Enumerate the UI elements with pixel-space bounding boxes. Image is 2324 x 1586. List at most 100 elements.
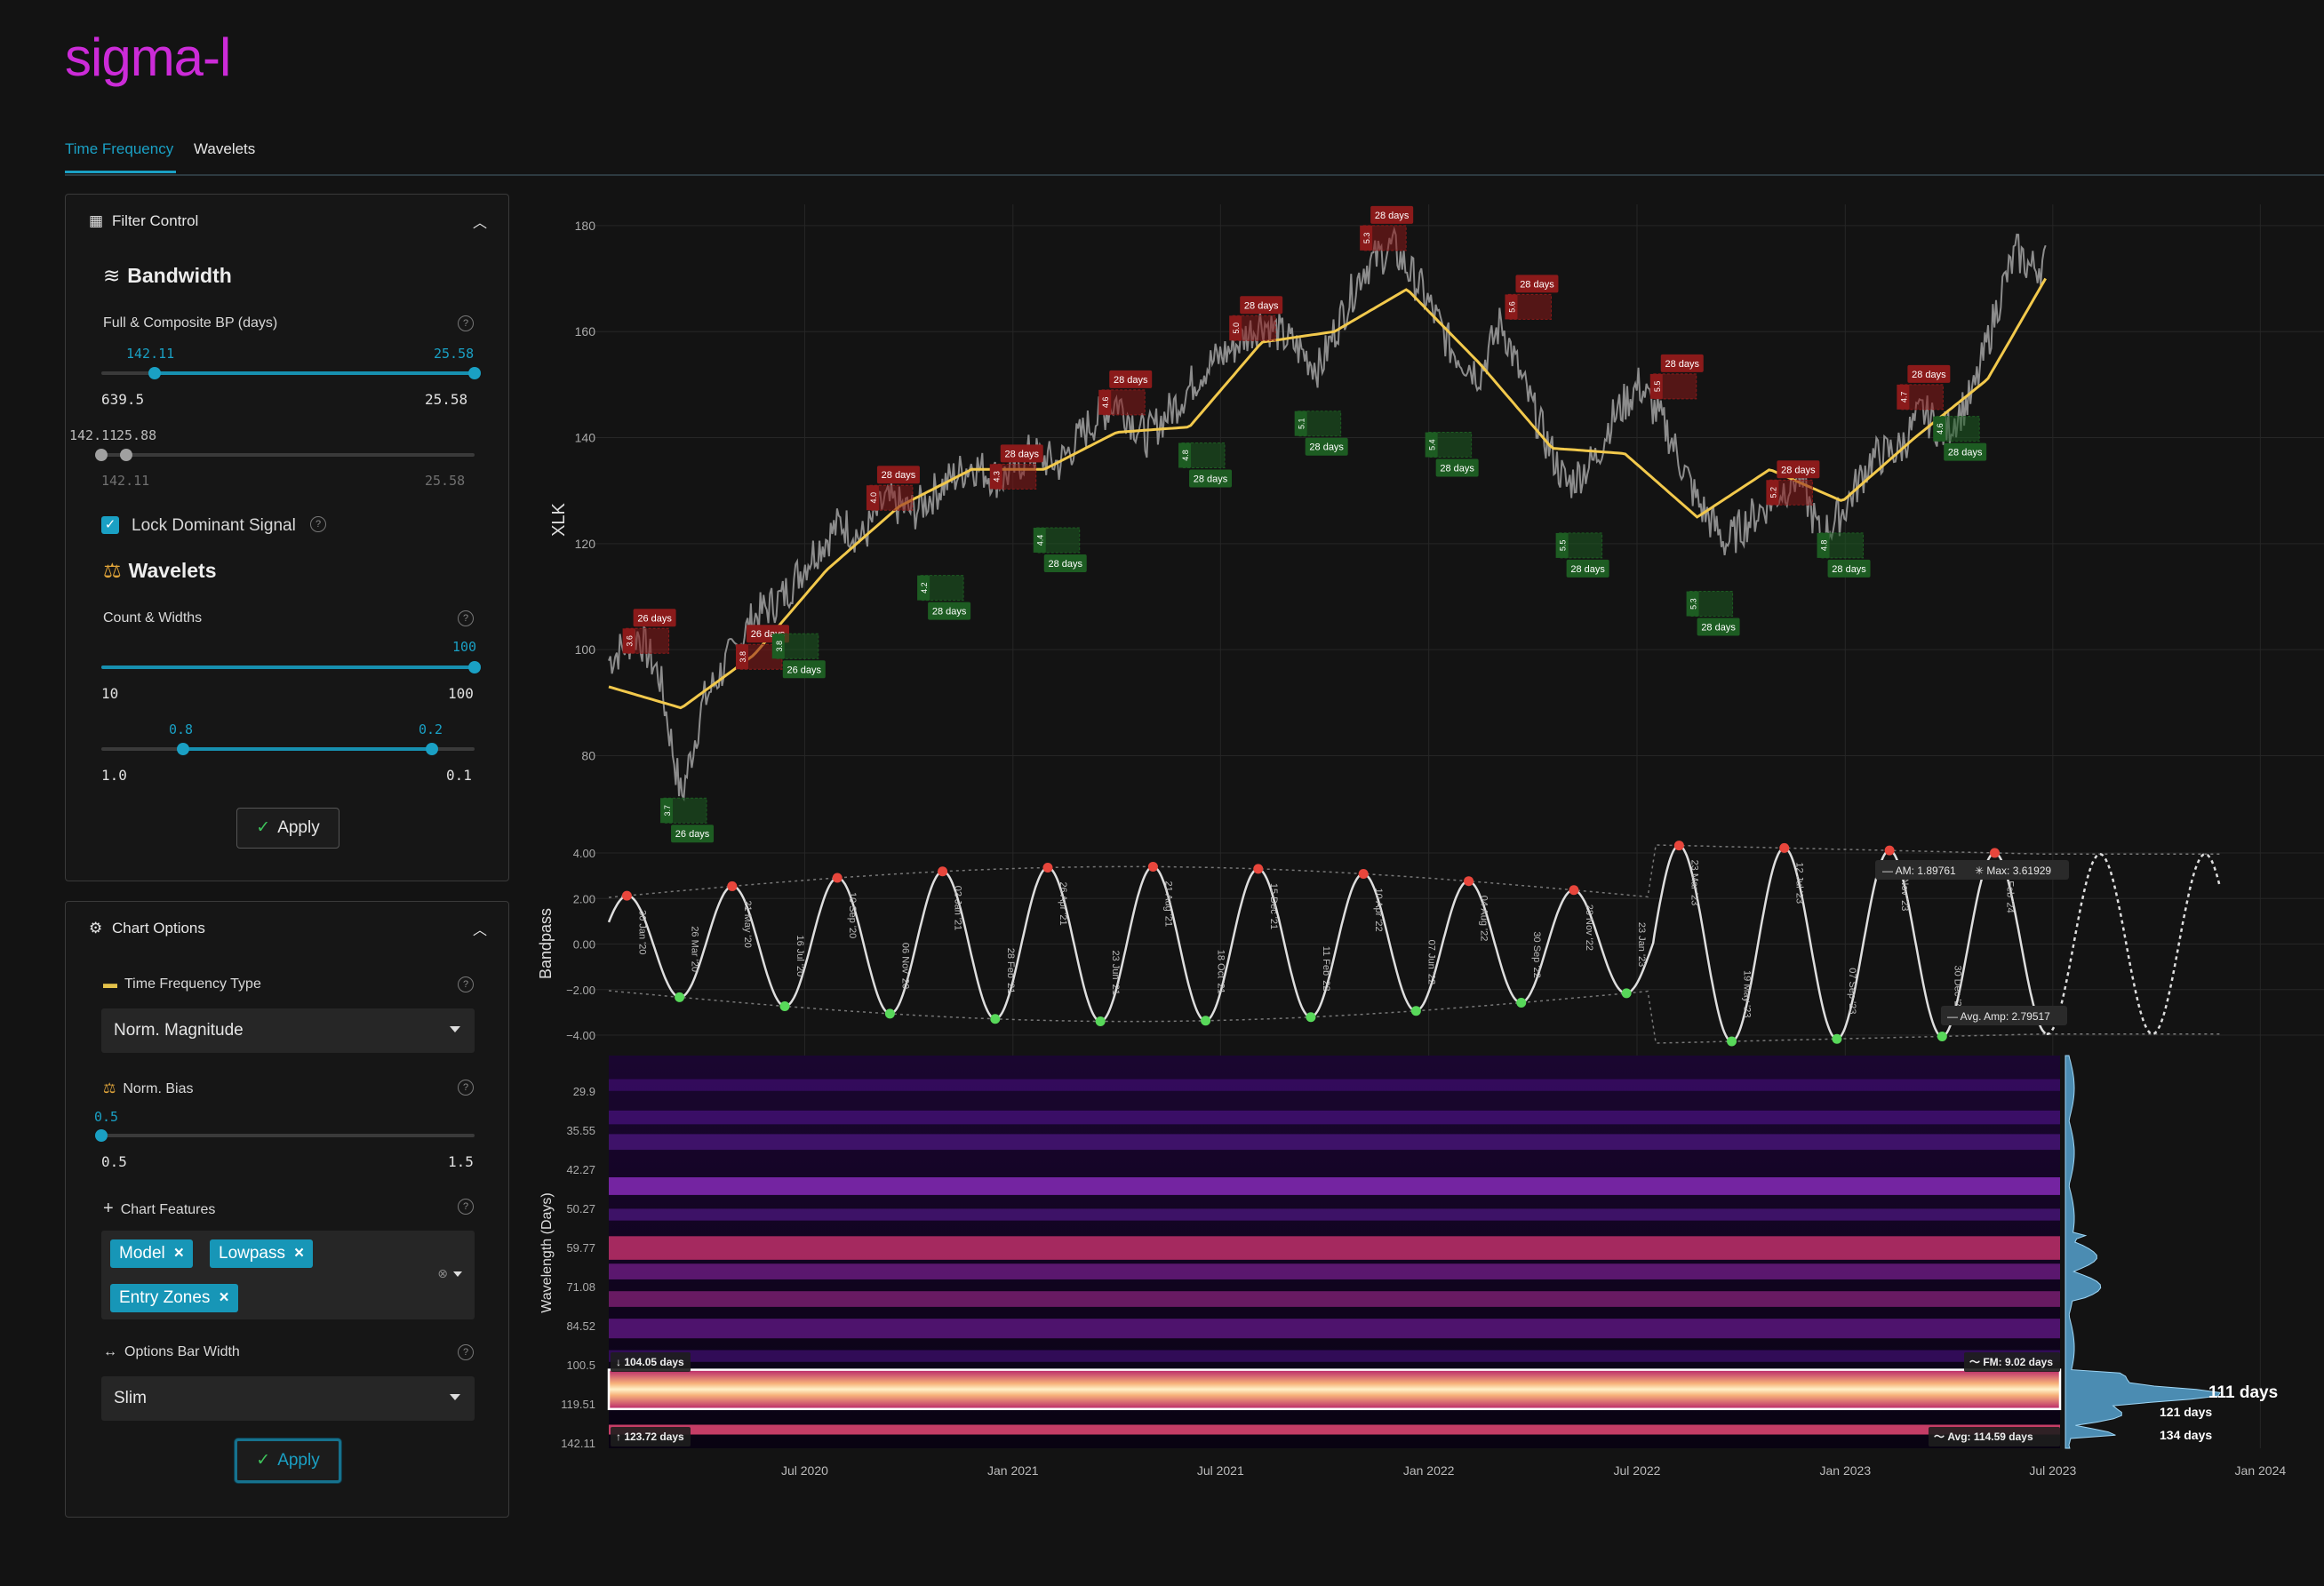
zone-number: 5.1 [1298, 418, 1306, 429]
heatmap-band [609, 1110, 2060, 1125]
caret-down-icon [450, 1026, 460, 1032]
help-icon[interactable]: ? [458, 976, 474, 992]
zone-marker [735, 644, 748, 670]
avg-label: 〜 Avg: 114.59 days [1929, 1427, 2060, 1447]
amplitude-envelope-lower [608, 990, 2220, 1044]
zone-number: 4.4 [1036, 535, 1045, 546]
bandwidth-min: 639.5 [101, 391, 145, 408]
composite-slider-track[interactable] [101, 453, 475, 457]
composite-high-handle[interactable] [120, 449, 132, 461]
heatmap-band [609, 1208, 2060, 1221]
help-icon[interactable]: ? [458, 1080, 474, 1096]
composite-low-handle[interactable] [95, 449, 108, 461]
apply-button[interactable]: ✓ Apply [235, 1439, 341, 1483]
zone-marker [1425, 432, 1438, 458]
zone-number: 4.6 [1936, 423, 1945, 434]
bandwidth-low-handle[interactable] [148, 367, 161, 379]
zone-number: 3.6 [626, 635, 635, 647]
chart-features-multiselect[interactable]: Model × Lowpass × Entry Zones × ⊗ [101, 1231, 475, 1319]
zone-number: 4.3 [993, 471, 1002, 482]
help-icon[interactable]: ? [310, 516, 326, 532]
help-icon[interactable]: ? [458, 610, 474, 626]
y-tick-label: 100.5 [566, 1359, 595, 1372]
fm-label: 〜 FM: 9.02 days [1964, 1352, 2060, 1372]
red-entry-zone: 4.6 28 days [1098, 370, 1153, 416]
heatmap-band [609, 1236, 2060, 1260]
collapse-chevron-icon[interactable]: ︿ [472, 216, 487, 231]
chart-area[interactable]: 80 100 120 140 160 180 XLK 3.6 26 days 3.8 26 days… [533, 187, 2324, 1484]
cycle-date-label: 15 Dec '21 [1268, 883, 1279, 929]
zone-label-bg [1697, 618, 1740, 636]
feature-tag-model[interactable]: Model × [110, 1239, 193, 1268]
y-axis-label: Wavelength (Days) [539, 1192, 555, 1312]
grid-icon: ▦ [89, 212, 104, 229]
x-tick-label: Jan 2021 [987, 1463, 1039, 1478]
bandwidth-title: Bandwidth [127, 264, 232, 287]
y-tick-label: 29.9 [573, 1085, 595, 1098]
zone-marker [989, 464, 1002, 490]
apply-button[interactable]: ✓ Apply [236, 808, 339, 849]
zone-marker [1933, 416, 1946, 442]
norm-bias-handle[interactable] [95, 1129, 108, 1142]
tab-wavelets[interactable]: Wavelets [194, 140, 256, 157]
lock-dominant-checkbox[interactable]: ✓ [101, 516, 119, 534]
count-value: 100 [452, 639, 477, 655]
tab-time-frequency[interactable]: Time Frequency [65, 140, 174, 157]
zone-label-bg [876, 466, 920, 484]
band-upper-label: ↓ 104.05 days [611, 1352, 691, 1372]
zone-label-bg [1777, 460, 1820, 479]
zone-label-bg [1515, 275, 1559, 293]
close-icon[interactable]: × [173, 1244, 184, 1263]
help-icon[interactable]: ? [458, 315, 474, 331]
widths-low-handle[interactable] [177, 743, 189, 755]
caret-down-icon[interactable] [453, 1271, 462, 1277]
feature-tag-entry-zones[interactable]: Entry Zones × [110, 1284, 238, 1312]
dominant-band-outline [607, 1368, 2062, 1411]
heatmap-band [609, 1424, 2060, 1435]
close-icon[interactable]: × [219, 1288, 229, 1307]
widths-high-handle[interactable] [426, 743, 438, 755]
arrows-horizontal-icon: ↔ [103, 1344, 117, 1359]
count-slider-fill [101, 665, 475, 669]
zone-label-bg [671, 825, 715, 843]
help-icon[interactable]: ? [458, 1344, 474, 1360]
clear-icon[interactable]: ⊗ [437, 1266, 448, 1280]
collapse-chevron-icon[interactable]: ︿ [472, 923, 487, 938]
bar-width-select[interactable]: Slim [101, 1376, 475, 1421]
label-text: 〜 Avg: 114.59 days [1934, 1431, 2033, 1443]
cycle-date-label: 18 Oct '21 [1216, 950, 1226, 994]
tf-type-select[interactable]: Norm. Magnitude [101, 1008, 475, 1053]
zone-marker [1649, 373, 1663, 399]
count-handle[interactable] [468, 661, 481, 673]
peak-marker [1884, 845, 1895, 856]
zone-number: 3.8 [739, 651, 747, 663]
zone-marker [1897, 384, 1910, 410]
peak-label: 121 days [2160, 1405, 2212, 1419]
avg-amp-label: — Avg. Amp: 2.79517 [1947, 1010, 2050, 1023]
red-entry-zone: 4.3 28 days [989, 444, 1043, 490]
zone-number: 3.8 [775, 641, 784, 652]
zone-number: 4.8 [1820, 540, 1829, 552]
amplitude-envelope-upper [608, 844, 2220, 898]
composite-high-value: 25.88 [116, 427, 157, 443]
zone-label: 28 days [1244, 300, 1279, 311]
red-entry-zone: 3.6 26 days [622, 609, 676, 654]
peak-marker [1464, 876, 1474, 887]
zone-number: 4.7 [1899, 392, 1908, 403]
trough-marker [779, 1000, 790, 1011]
cycle-date-label: 07 Sep '23 [1847, 968, 1857, 1014]
feature-tag-lowpass[interactable]: Lowpass × [210, 1239, 314, 1268]
bandwidth-high-handle[interactable] [468, 367, 481, 379]
zone-label: 28 days [1570, 564, 1605, 575]
zone-label-bg [1240, 296, 1283, 315]
close-icon[interactable]: × [294, 1244, 305, 1263]
y-tick-label: 142.11 [561, 1437, 595, 1450]
green-entry-zone: 4.2 28 days [917, 575, 971, 620]
help-icon[interactable]: ? [458, 1199, 474, 1215]
green-entry-zone: 5.3 28 days [1686, 591, 1740, 636]
trough-marker [1621, 988, 1632, 999]
norm-bias-slider-track[interactable] [101, 1134, 475, 1137]
bandwidth-slider-fill [155, 371, 475, 375]
zone-number: 4.8 [1181, 450, 1190, 461]
active-tab-indicator [65, 171, 176, 173]
